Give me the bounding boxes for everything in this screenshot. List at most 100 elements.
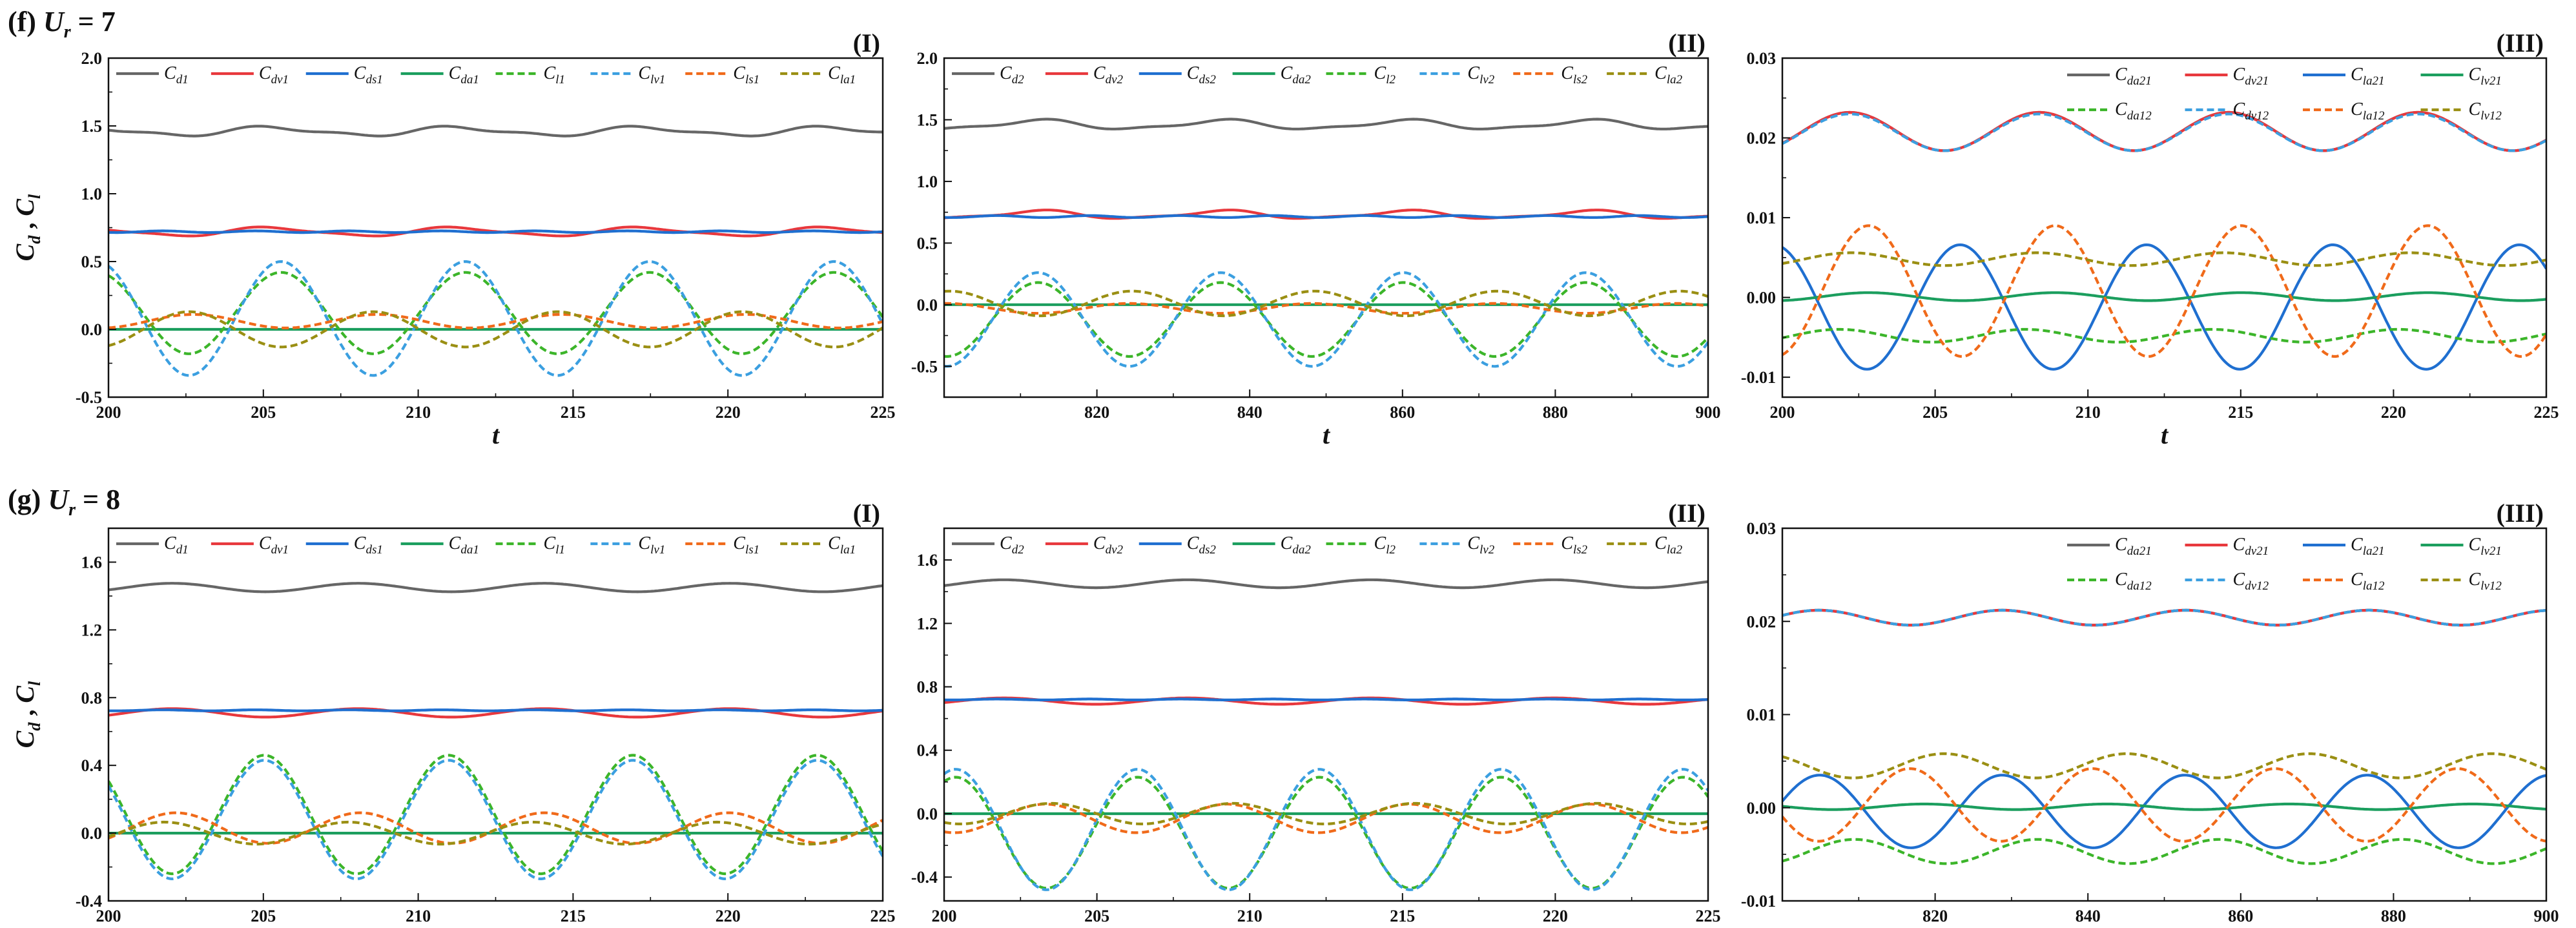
legend-label-base: C (544, 533, 556, 553)
legend-label-base: C (2351, 99, 2363, 119)
legend-label-sub: l1 (555, 73, 565, 87)
legend-label-base: C (354, 63, 366, 83)
legend-label-sub: la12 (2363, 579, 2385, 593)
legend-label-sub: d1 (176, 73, 189, 87)
legend-item-Cla1: Cla1 (780, 533, 856, 557)
series-line-Clv21 (1782, 802, 2546, 811)
legend-item-Cdv21: Cdv21 (2185, 535, 2269, 558)
y-title-base: C (10, 243, 39, 261)
legend-label: Cds1 (354, 533, 383, 557)
series-line-Clv12 (1782, 752, 2546, 779)
legend-label-sub: dv2 (1106, 73, 1124, 87)
row-heading-g: (g) Ur = 8 (8, 484, 120, 520)
legend-label-base: C (449, 533, 461, 553)
legend-label: Cda1 (449, 63, 479, 87)
panel-f-II: 820 840 860 880 900-0.50.00.51.01.52.0t(II)C… (911, 28, 1721, 449)
legend-item-Cls1: Cls1 (685, 63, 759, 87)
series-line-Cd1 (108, 582, 883, 593)
legend-label-sub: da2 (1292, 73, 1311, 87)
legend-item-Cla2: Cla2 (1607, 63, 1683, 87)
x-tick-label: 220 (716, 403, 741, 422)
legend-item-Cl1: Cl1 (495, 63, 565, 87)
legend-label-base: C (638, 63, 650, 83)
legend-label-sub: dv2 (1106, 543, 1124, 557)
y-tick-label: 0.4 (81, 756, 103, 775)
legend-item-Clv1: Clv1 (590, 63, 665, 87)
legend-label-base: C (1561, 533, 1573, 553)
series-line-Cla2 (944, 289, 1708, 318)
legend-label: Clv1 (638, 533, 665, 557)
legend-item-Cdv21: Cdv21 (2185, 65, 2269, 88)
legend-label-sub: d2 (1012, 543, 1025, 557)
x-axis-title: t (492, 420, 500, 449)
y-axis-title: Cd , Cl (10, 194, 44, 261)
series-line-Cls2 (944, 302, 1708, 315)
y-title-sub: d (25, 235, 44, 244)
legend-label-sub: da21 (2127, 74, 2152, 88)
legend-label-base: C (2469, 65, 2481, 85)
legend-label-sub: ds2 (1199, 73, 1216, 87)
y-title-sub: d (25, 722, 44, 731)
legend-label-base: C (2351, 570, 2363, 590)
legend-label: Cla1 (828, 63, 856, 87)
legend-label-sub: la1 (840, 73, 856, 87)
legend-label-sub: dv1 (271, 543, 289, 557)
legend-item-Cdv12: Cdv12 (2185, 99, 2269, 123)
legend-label-sub: lv1 (650, 73, 665, 87)
x-tick-label: 215 (561, 907, 586, 925)
legend-item-Cds2: Cds2 (1139, 533, 1216, 557)
y-tick-label: 1.0 (917, 172, 938, 191)
legend-label-base: C (828, 63, 840, 83)
row-heading-prefix: (f) (8, 6, 43, 37)
legend-item-Clv21: Clv21 (2420, 65, 2502, 88)
legend-label-base: C (1187, 63, 1199, 83)
legend: Cd1 Cdv1 Cds1 Cda1 Cl1 Clv1 Cls1 Cla1 (116, 63, 856, 87)
legend-label: Cda2 (1281, 533, 1312, 557)
x-tick-label: 840 (2076, 907, 2101, 925)
legend-item-Cls2: Cls2 (1513, 533, 1588, 557)
legend-label-base: C (259, 533, 271, 553)
y-tick-label: -0.4 (76, 892, 102, 911)
legend-label-base: C (449, 63, 461, 83)
legend-item-Cda21: Cda21 (2067, 535, 2152, 558)
x-tick-label: 205 (251, 907, 276, 925)
legend-label-sub: lv21 (2480, 74, 2502, 88)
legend-label: Cda2 (1281, 63, 1312, 87)
series-line-Cdv12 (1782, 608, 2546, 627)
legend-label: Cl2 (1374, 63, 1396, 87)
series-group (1782, 110, 2546, 371)
x-tick-label: 205 (1922, 403, 1948, 422)
legend-label-base: C (1281, 533, 1293, 553)
y-tick-label: 0.02 (1747, 612, 1777, 631)
series-line-Clv1 (108, 759, 883, 881)
series-line-Clv12 (1782, 251, 2546, 267)
legend-item-Cdv12: Cdv12 (2185, 570, 2269, 593)
legend-label-sub: la21 (2363, 74, 2385, 88)
y-tick-label: 1.0 (81, 185, 103, 203)
series-line-Cd1 (108, 125, 883, 138)
y-title-sep: , (10, 216, 39, 236)
series-line-Cla21 (1782, 774, 2546, 849)
legend-label: Cd2 (1000, 63, 1024, 87)
legend-label: Clv12 (2469, 570, 2502, 593)
legend-label-base: C (1281, 63, 1293, 83)
y-tick-label: 0.0 (81, 320, 103, 339)
y-tick-label: 0.03 (1747, 49, 1777, 68)
y-title-sub: l (25, 194, 44, 199)
series-line-Clv2 (944, 271, 1708, 368)
y-title-sep: , (10, 703, 39, 723)
legend-label: Cdv2 (1093, 533, 1124, 557)
legend-label: Cda1 (449, 533, 479, 557)
legend-label-base: C (164, 533, 176, 553)
row-heading-var: U (43, 6, 65, 37)
x-tick-label: 215 (1390, 907, 1415, 925)
legend-label-sub: lv12 (2480, 579, 2502, 593)
legend-label-base: C (2233, 99, 2245, 119)
x-axis-title: t (1323, 924, 1331, 928)
legend-label: Cls1 (733, 533, 759, 557)
y-tick-label: 2.0 (917, 49, 938, 68)
legend-label: Cla12 (2351, 99, 2385, 123)
y-tick-label: 0.5 (917, 234, 938, 253)
legend-label-base: C (2115, 535, 2127, 555)
series-line-Cds1 (108, 708, 883, 712)
